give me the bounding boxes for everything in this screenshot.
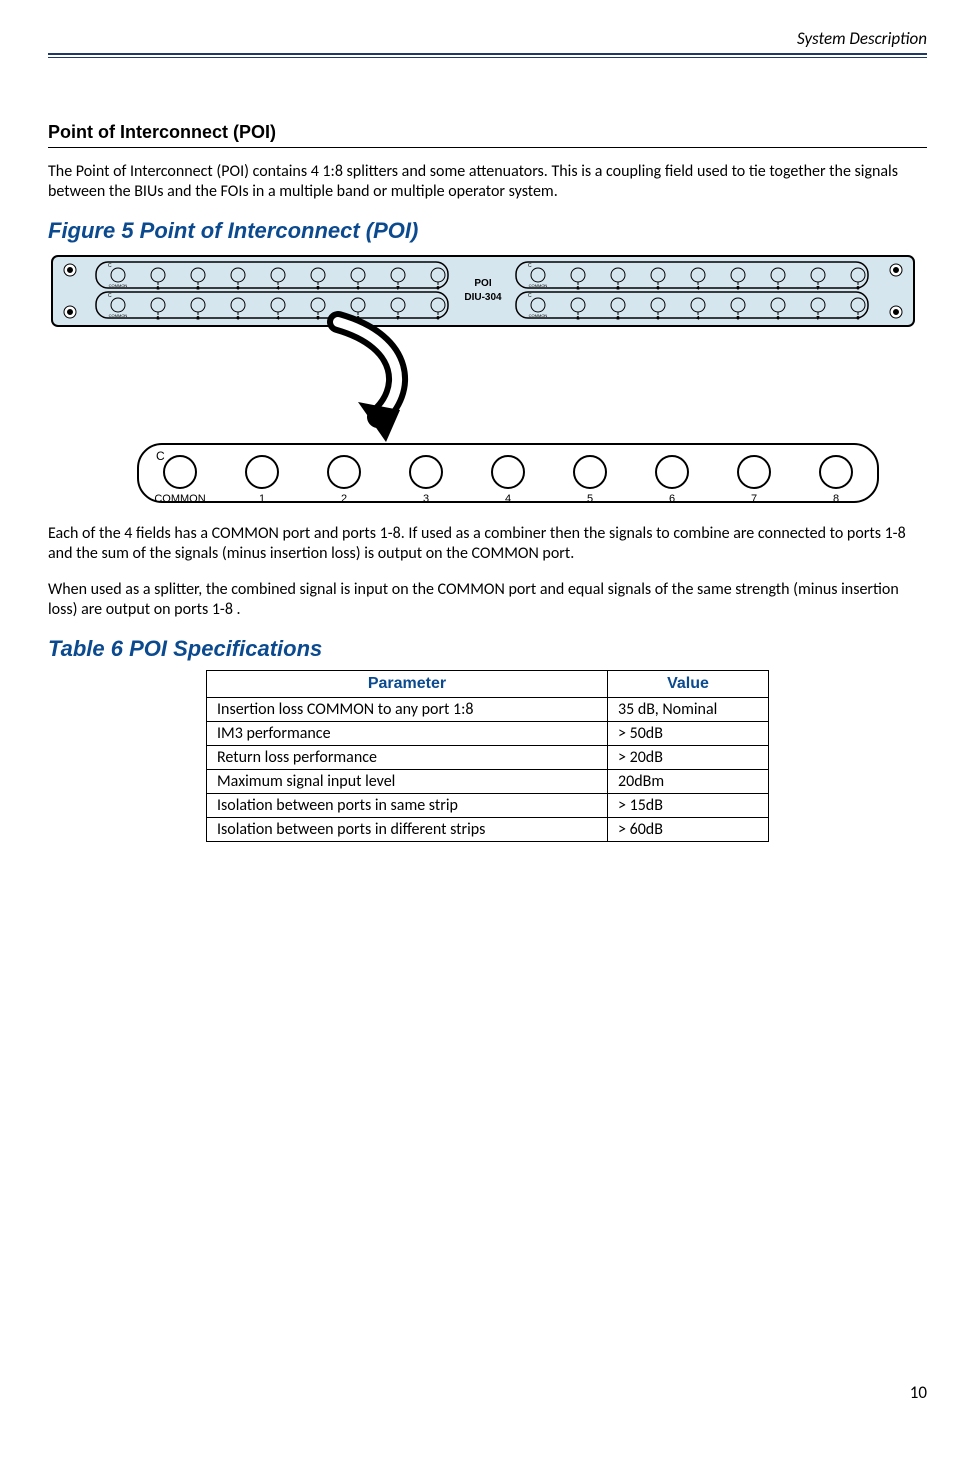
svg-text:C: C bbox=[528, 293, 532, 299]
header-rule-1 bbox=[48, 53, 927, 55]
svg-text:C: C bbox=[108, 263, 112, 269]
zoom-common-label: COMMON bbox=[154, 493, 205, 505]
svg-text:COMMON: COMMON bbox=[529, 313, 548, 318]
svg-text:5: 5 bbox=[587, 493, 593, 505]
figure-caption: Figure 5 Point of Interconnect (POI) bbox=[48, 218, 927, 244]
paragraph-3: When used as a splitter, the combined si… bbox=[48, 580, 927, 620]
svg-text:COMMON: COMMON bbox=[109, 283, 128, 288]
table-row: Maximum signal input level20dBm bbox=[207, 770, 769, 794]
model-label-top: POI bbox=[474, 278, 491, 289]
svg-text:1: 1 bbox=[259, 493, 265, 505]
intro-paragraph: The Point of Interconnect (POI) contains… bbox=[48, 162, 927, 202]
svg-text:6: 6 bbox=[669, 493, 675, 505]
spec-table: Parameter Value Insertion loss COMMON to… bbox=[206, 670, 769, 842]
svg-text:8: 8 bbox=[833, 493, 839, 505]
paragraph-2: Each of the 4 fields has a COMMON port a… bbox=[48, 524, 927, 564]
svg-text:COMMON: COMMON bbox=[109, 313, 128, 318]
col-value: Value bbox=[608, 671, 769, 698]
zoom-strip: C COMMON 1 2 3 4 5 6 7 8 bbox=[138, 444, 878, 505]
svg-text:7: 7 bbox=[751, 493, 757, 505]
svg-text:C: C bbox=[528, 263, 532, 269]
header-rule-2 bbox=[48, 57, 927, 58]
section-heading: Point of Interconnect (POI) bbox=[48, 122, 927, 148]
zoom-c: C bbox=[156, 449, 165, 463]
table-row: Isolation between ports in different str… bbox=[207, 818, 769, 842]
svg-text:3: 3 bbox=[423, 493, 429, 505]
running-header: System Description bbox=[48, 28, 927, 51]
page-number: 10 bbox=[910, 1382, 927, 1403]
poi-figure: POI DIU-304 C COMMON 1 2 3 4 5 6 7 8 bbox=[48, 252, 927, 516]
table-row: Isolation between ports in same strip> 1… bbox=[207, 794, 769, 818]
table-row: Return loss performance> 20dB bbox=[207, 746, 769, 770]
table-header-row: Parameter Value bbox=[207, 671, 769, 698]
table-row: IM3 performance> 50dB bbox=[207, 722, 769, 746]
svg-text:C: C bbox=[108, 293, 112, 299]
page: System Description Point of Interconnect… bbox=[0, 0, 975, 1419]
table-caption: Table 6 POI Specifications bbox=[48, 636, 927, 662]
svg-text:COMMON: COMMON bbox=[529, 283, 548, 288]
svg-text:4: 4 bbox=[505, 493, 511, 505]
model-label-bottom: DIU-304 bbox=[464, 292, 502, 303]
table-row: Insertion loss COMMON to any port 1:835 … bbox=[207, 698, 769, 722]
spec-table-wrap: Parameter Value Insertion loss COMMON to… bbox=[48, 670, 927, 842]
col-parameter: Parameter bbox=[207, 671, 608, 698]
svg-text:2: 2 bbox=[341, 493, 347, 505]
